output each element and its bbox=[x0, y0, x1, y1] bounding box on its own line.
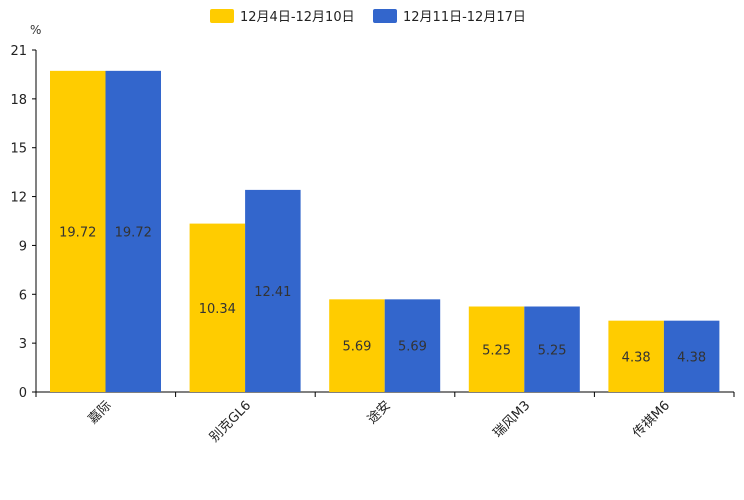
bar-2-5 bbox=[663, 320, 720, 392]
legend-swatch-series-1 bbox=[210, 9, 234, 23]
bar-2-3 bbox=[384, 299, 441, 392]
bar-2-4 bbox=[524, 306, 580, 392]
legend-label-series-2: 12月11日-12月17日 bbox=[403, 10, 526, 25]
x-category-label: 传祺M6 bbox=[630, 398, 673, 441]
x-category-label: 嘉际 bbox=[86, 398, 115, 427]
bar-value-label: 5.25 bbox=[538, 343, 567, 358]
bar-value-label: 10.34 bbox=[199, 302, 236, 317]
x-category-label: 途安 bbox=[364, 398, 394, 428]
bar-value-labels: 19.72 19.72 10.34 12.41 5.69 5.69 5.25 5.25 4.38… bbox=[59, 225, 706, 365]
bar-1-1 bbox=[50, 70, 106, 393]
bar-value-label: 5.69 bbox=[342, 340, 371, 355]
y-tick-label: 9 bbox=[19, 239, 27, 254]
y-tick-label: 12 bbox=[10, 191, 27, 206]
bar-2-2 bbox=[245, 189, 301, 392]
y-axis-unit-label: % bbox=[30, 23, 41, 37]
y-tick-label: 6 bbox=[19, 288, 27, 303]
bar-value-label: 19.72 bbox=[59, 225, 96, 240]
bar-value-label: 5.69 bbox=[398, 340, 427, 355]
bar-value-label: 19.72 bbox=[115, 225, 152, 240]
y-tick-label: 3 bbox=[19, 337, 27, 352]
x-category-label: 别克GL6 bbox=[207, 398, 254, 445]
bars bbox=[50, 70, 720, 393]
bar-1-3 bbox=[329, 299, 385, 392]
y-tick-label: 15 bbox=[10, 142, 27, 157]
x-category-label: 瑞风M3 bbox=[491, 398, 534, 441]
bar-value-label: 5.25 bbox=[482, 343, 511, 358]
bar-value-label: 4.38 bbox=[677, 350, 706, 365]
bar-1-2 bbox=[189, 223, 246, 392]
y-tick-label: 0 bbox=[19, 386, 27, 401]
y-tick-label: 18 bbox=[10, 93, 27, 108]
bar-value-label: 12.41 bbox=[254, 285, 291, 300]
x-axis-ticks: 嘉际 别克GL6 途安 瑞风M3 传祺M6 bbox=[35, 392, 735, 445]
bar-1-5 bbox=[608, 320, 664, 392]
legend: 12月4日-12月10日 12月11日-12月17日 bbox=[210, 9, 526, 25]
legend-label-series-1: 12月4日-12月10日 bbox=[240, 10, 355, 25]
y-axis-ticks: 0 3 6 9 12 15 18 21 bbox=[10, 44, 36, 401]
bar-1-4 bbox=[468, 306, 525, 392]
bar-value-label: 4.38 bbox=[622, 350, 651, 365]
y-tick-label: 21 bbox=[10, 44, 27, 59]
legend-swatch-series-2 bbox=[373, 9, 397, 23]
bar-2-1 bbox=[105, 70, 161, 393]
